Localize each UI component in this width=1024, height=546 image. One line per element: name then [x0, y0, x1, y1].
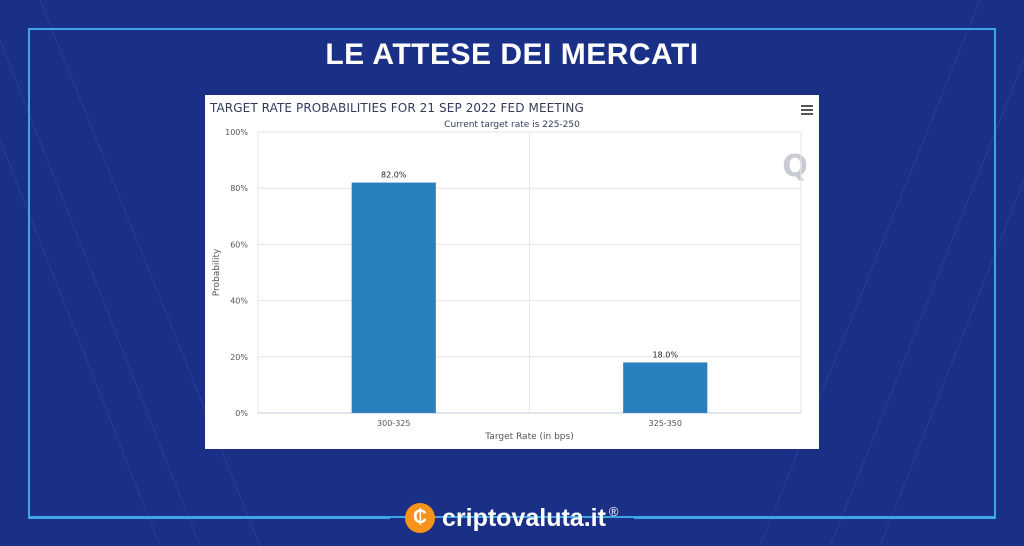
chart-subtitle: Current target rate is 225-250: [444, 120, 580, 130]
brand-name: criptovaluta.it: [442, 503, 606, 532]
footer-line-right: [634, 517, 996, 519]
hamburger-menu-icon[interactable]: [801, 105, 813, 116]
y-tick-label: 80%: [230, 184, 248, 193]
data-label: 82.0%: [381, 171, 407, 180]
y-tick-label: 60%: [230, 240, 248, 249]
chart-title: TARGET RATE PROBABILITIES FOR 21 SEP 202…: [210, 101, 584, 115]
registered-mark: ®: [608, 504, 619, 519]
x-axis-title: Target Rate (in bps): [484, 432, 573, 442]
y-axis-title: Probability: [212, 248, 222, 296]
y-tick-label: 0%: [235, 409, 248, 418]
y-tick-label: 100%: [225, 128, 248, 137]
y-tick-label: 20%: [230, 353, 248, 362]
x-tick-label: 300-325: [377, 419, 410, 428]
y-tick-label: 40%: [230, 297, 248, 306]
page-headline: LE ATTESE DEI MERCATI: [325, 38, 699, 71]
footer-line-left: [28, 517, 390, 519]
data-label: 18.0%: [653, 350, 679, 359]
bar: [623, 362, 708, 413]
content-frame: [28, 28, 996, 518]
brand: ₵ criptovaluta.it ®: [405, 500, 619, 536]
x-tick-label: 325-350: [649, 419, 682, 428]
bar-chart: Q 0% 20% 40% 60% 80% 100% 82.0% 300-325 18.0% 325-…: [212, 128, 808, 442]
bitcoin-logo-icon: ₵: [405, 503, 435, 533]
watermark-logo: Q: [782, 149, 808, 184]
chart-card: Q 0% 20% 40% 60% 80% 100% 82.0% 300-325 18.0% 325-…: [205, 95, 819, 449]
bar: [351, 182, 436, 413]
